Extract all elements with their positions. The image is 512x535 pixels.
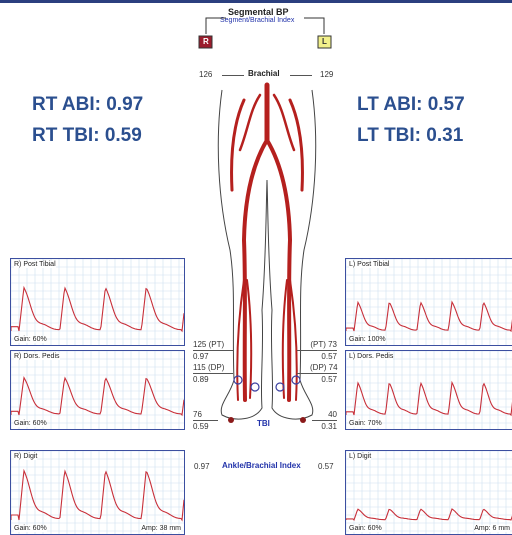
waveform-grid xyxy=(346,351,512,429)
right-pt-index: 0.97 xyxy=(193,350,233,361)
waveform-grid xyxy=(11,351,184,429)
waveform-grid xyxy=(346,451,512,534)
rule xyxy=(290,75,312,76)
brachial-label: Brachial xyxy=(248,69,280,78)
right-marker: R xyxy=(203,37,209,46)
abi-left: 0.57 xyxy=(318,462,334,471)
brachial-left: 129 xyxy=(320,70,333,79)
right-toe: 76 xyxy=(193,410,202,419)
panel-gain: Gain: 60% xyxy=(14,525,47,532)
waveform-panel: R) Dors. Pedis Gain: 60% xyxy=(10,350,185,430)
waveform-panel: R) Post Tibial Gain: 60% xyxy=(10,258,185,346)
waveform xyxy=(11,471,184,520)
waveform-panel: L) Digit Gain: 60% Amp: 6 mm xyxy=(345,450,512,535)
waveform xyxy=(346,302,512,331)
panel-gain: Gain: 70% xyxy=(349,420,382,427)
panel-title: R) Digit xyxy=(14,453,37,460)
left-dp-index: 0.57 xyxy=(297,373,337,384)
left-marker: L xyxy=(322,37,327,46)
left-pt: (PT) 73 xyxy=(310,340,337,349)
header-bracket xyxy=(190,10,340,50)
waveform-panel: L) Post Tibial Gain: 100% xyxy=(345,258,512,346)
waveform-grid xyxy=(11,259,184,345)
panel-gain: Gain: 60% xyxy=(14,336,47,343)
panel-title: L) Dors. Pedis xyxy=(349,353,393,360)
right-dp: 115 (DP) xyxy=(193,363,224,372)
rt-tbi: RT TBI: 0.59 xyxy=(32,125,142,147)
waveform xyxy=(11,288,184,331)
panel-amp: Amp: 6 mm xyxy=(474,525,510,532)
top-bar xyxy=(0,0,512,3)
left-dp: (DP) 74 xyxy=(310,363,337,372)
right-pt: 125 (PT) xyxy=(193,340,224,349)
left-toe-index: 0.31 xyxy=(312,420,337,431)
brachial-right: 126 xyxy=(199,70,212,79)
abi-label: Ankle/Brachial Index xyxy=(222,461,301,470)
panel-gain: Gain: 60% xyxy=(14,420,47,427)
panel-title: L) Post Tibial xyxy=(349,261,389,268)
page: {"header": {"title": "Segmental BP", "su… xyxy=(0,0,512,533)
lt-abi: LT ABI: 0.57 xyxy=(357,94,465,116)
tbi-label: TBI xyxy=(257,419,270,428)
panel-title: L) Digit xyxy=(349,453,371,460)
waveform xyxy=(346,509,512,520)
abi-right: 0.97 xyxy=(194,462,210,471)
rule xyxy=(222,75,244,76)
left-pt-index: 0.57 xyxy=(297,350,337,361)
panel-title: R) Post Tibial xyxy=(14,261,56,268)
panel-title: R) Dors. Pedis xyxy=(14,353,60,360)
panel-gain: Gain: 100% xyxy=(349,336,386,343)
lt-tbi: LT TBI: 0.31 xyxy=(357,125,463,147)
left-toe: 40 xyxy=(310,410,337,419)
waveform-panel: L) Dors. Pedis Gain: 70% xyxy=(345,350,512,430)
right-toe-index: 0.59 xyxy=(193,420,218,431)
waveform-grid xyxy=(346,259,512,345)
panel-gain: Gain: 60% xyxy=(349,525,382,532)
waveform-grid xyxy=(11,451,184,534)
panel-amp: Amp: 38 mm xyxy=(141,525,181,532)
right-dp-index: 0.89 xyxy=(193,373,233,384)
rt-abi: RT ABI: 0.97 xyxy=(32,94,143,116)
waveform-panel: R) Digit Gain: 60% Amp: 38 mm xyxy=(10,450,185,535)
